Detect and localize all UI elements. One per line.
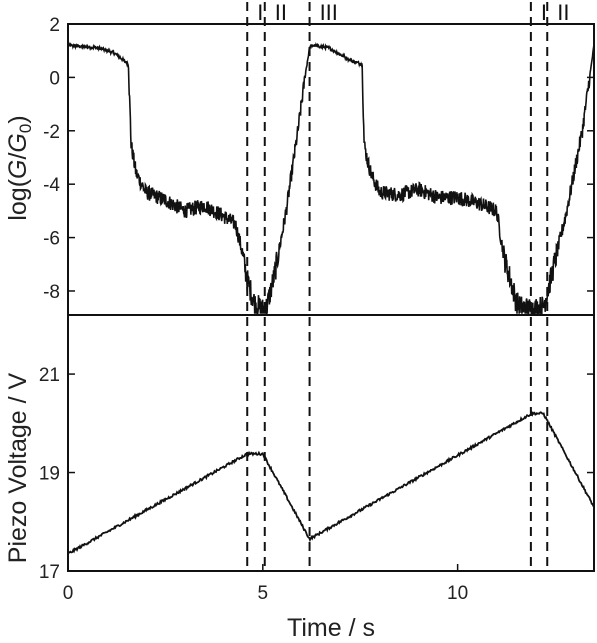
- bottom-x-ticks: 0 5 10: [63, 564, 468, 604]
- region-label: II: [275, 0, 287, 25]
- conductance-trace: [67, 41, 595, 317]
- bottom-plot-frame: [67, 314, 595, 572]
- bottom-y-axis-title: Piezo Voltage / V: [4, 372, 32, 563]
- top-y-ticks: 2 0 -2 -4 -6 -8: [43, 15, 594, 303]
- x-tick-label: 0: [63, 583, 74, 604]
- region-label: III: [320, 0, 338, 25]
- top-y-tick-label: 2: [49, 15, 60, 36]
- top-y-tick-label: -6: [43, 229, 60, 250]
- region-label: I: [257, 0, 263, 25]
- region-label: II: [557, 0, 569, 25]
- bottom-y-tick-label: 21: [39, 365, 60, 386]
- top-panel: 2 0 -2 -4 -6 -8 log(G/G0): [4, 15, 595, 317]
- bottom-panel: 17 19 21 0 5 10 Piezo Voltage / V Time / s: [4, 314, 595, 642]
- top-plot-frame: [67, 23, 595, 316]
- bottom-y-tick-label: 19: [39, 464, 60, 485]
- top-y-tick-label: -8: [43, 282, 60, 303]
- x-tick-label: 10: [447, 583, 468, 604]
- bottom-y-tick-label: 17: [39, 562, 60, 583]
- region-markers: I II III I II: [246, 0, 569, 571]
- top-y-tick-label: -2: [43, 122, 60, 143]
- piezo-voltage-trace: [67, 410, 595, 555]
- top-y-tick-label: 0: [49, 68, 60, 89]
- x-tick-label: 5: [258, 583, 269, 604]
- top-y-axis-title: log(G/G0): [4, 115, 35, 220]
- region-label: I: [541, 0, 547, 25]
- top-y-tick-label: -4: [43, 175, 60, 196]
- bottom-y-ticks: 17 19 21: [39, 365, 594, 583]
- x-axis-title: Time / s: [287, 614, 375, 642]
